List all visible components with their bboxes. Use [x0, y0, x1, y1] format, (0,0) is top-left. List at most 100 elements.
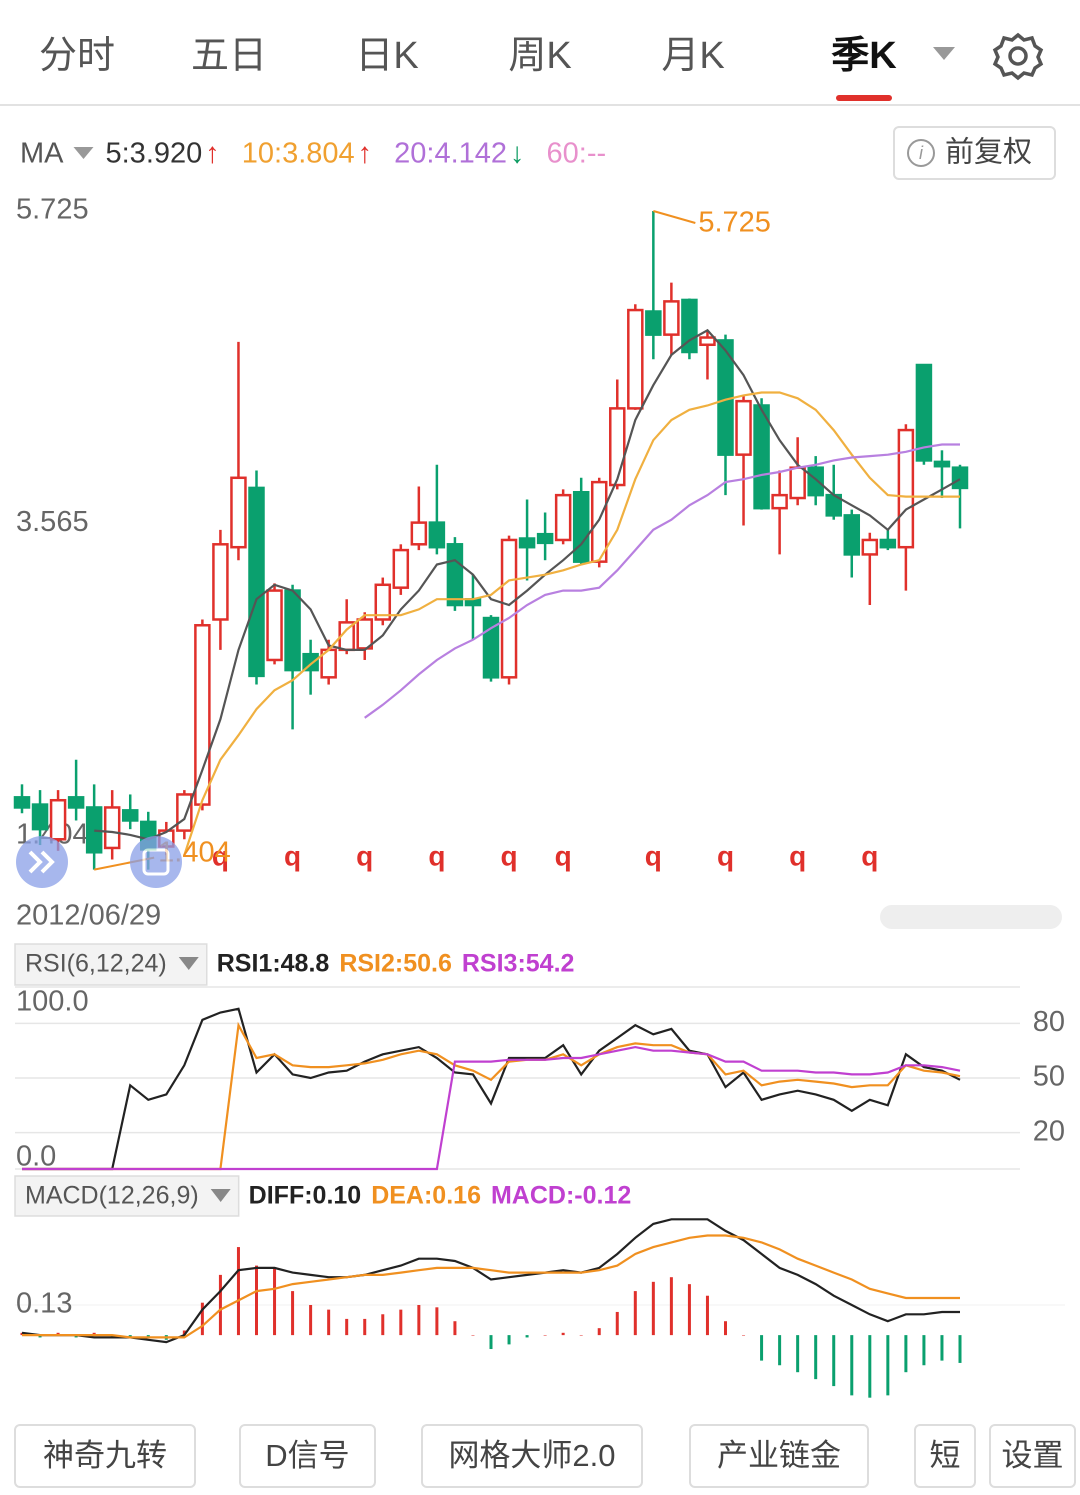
- period-tab[interactable]: 周K: [508, 35, 571, 77]
- legend-entry: DEA:0.16: [371, 1182, 481, 1210]
- settings-gear[interactable]: [992, 32, 1044, 81]
- toolbar-button[interactable]: 设置: [989, 1424, 1076, 1488]
- candle-body: [771, 493, 788, 510]
- legend-entry: RSI3:54.2: [462, 950, 575, 978]
- rsi-line: [22, 1007, 961, 1171]
- macd-bar: [705, 1295, 709, 1336]
- ma-line: [364, 443, 960, 719]
- button-frame: [14, 1424, 196, 1488]
- candle-body: [861, 538, 879, 556]
- blurred-label: [880, 905, 1062, 929]
- candle-body: [951, 466, 969, 490]
- toolbar-button[interactable]: 短: [914, 1424, 976, 1488]
- more-dropdown[interactable]: [933, 47, 955, 60]
- legend-entry: RSI1:48.8: [217, 950, 330, 978]
- macd-bar: [742, 1335, 746, 1336]
- candle-body: [428, 521, 446, 549]
- macd-bar: [778, 1335, 782, 1366]
- toolbar-button[interactable]: 产业链金: [689, 1424, 869, 1488]
- period-tab[interactable]: 季K: [831, 35, 897, 77]
- y-tick-label: 0.0: [16, 1141, 56, 1173]
- y-tick-label: 3.565: [16, 506, 89, 538]
- button-label[interactable]: 短: [930, 1438, 961, 1473]
- toolbar-button[interactable]: D信号: [239, 1424, 376, 1488]
- button-label[interactable]: 网格大师2.0: [448, 1438, 615, 1473]
- macd-bar: [687, 1284, 691, 1336]
- macd-bar: [850, 1335, 854, 1396]
- candle-body: [807, 466, 824, 497]
- ma-line: [94, 328, 961, 841]
- candle-body: [735, 399, 752, 456]
- candle-body: [590, 480, 608, 563]
- button-label[interactable]: 神奇九转: [43, 1438, 167, 1473]
- signal-label: q: [356, 840, 373, 871]
- indicator-title[interactable]: MACD(12,26,9): [25, 1182, 199, 1210]
- macd-bar: [633, 1291, 637, 1336]
- toolbar-button[interactable]: 神奇九转: [14, 1424, 196, 1488]
- indicator-selector[interactable]: [14, 943, 208, 986]
- indicator-selector[interactable]: [14, 1175, 240, 1217]
- macd-bar: [200, 1302, 204, 1336]
- macd-bar: [561, 1332, 565, 1336]
- ma-line: [183, 391, 960, 856]
- candle-body: [103, 806, 121, 850]
- period-tabs: 分时 五日 日K 周K 月K 季K: [39, 35, 897, 101]
- high-annotation: 5.725: [698, 207, 771, 239]
- candle-body: [897, 428, 915, 549]
- macd-bar: [543, 1335, 547, 1336]
- macd-bar: [940, 1335, 944, 1361]
- ma-arrow: ↑: [205, 138, 220, 170]
- macd-bar: [236, 1247, 240, 1336]
- start-date: 2012/06/29: [16, 900, 161, 932]
- candle-body: [374, 583, 392, 621]
- indicator-title[interactable]: RSI(6,12,24): [25, 950, 167, 978]
- macd-line: [22, 1234, 960, 1339]
- bottom-toolbar: 神奇九转 D信号 网格大师2.0 产业链金 短 设置: [14, 1424, 1076, 1488]
- button-label[interactable]: 设置: [1002, 1438, 1064, 1473]
- button-frame: [989, 1424, 1076, 1488]
- ma-arrow: ↑: [358, 138, 373, 170]
- ma-label: MA: [20, 138, 64, 170]
- legend-entry: MACD:-0.12: [491, 1182, 631, 1210]
- y2-tick-label: 50: [1033, 1061, 1065, 1093]
- macd-bar: [92, 1332, 96, 1336]
- button-frame: [689, 1424, 869, 1488]
- ma-dropdown[interactable]: [73, 147, 94, 159]
- candle-body: [31, 803, 49, 831]
- button-label[interactable]: D信号: [265, 1438, 349, 1473]
- adjust-button[interactable]: i 前复权: [893, 126, 1056, 180]
- candle-body: [85, 806, 103, 854]
- candle-body: [536, 532, 554, 545]
- candle-body: [392, 548, 410, 589]
- candle-body: [554, 493, 572, 542]
- macd-bar: [363, 1318, 367, 1336]
- macd-bar: [291, 1291, 295, 1336]
- candle-body: [230, 476, 247, 549]
- candle-body: [482, 616, 500, 679]
- period-tab[interactable]: 月K: [661, 35, 724, 77]
- period-tab[interactable]: 日K: [355, 35, 418, 77]
- candle-body: [879, 538, 897, 549]
- macd-bar: [471, 1335, 475, 1336]
- period-tab[interactable]: 分时: [39, 35, 115, 77]
- candle-body: [266, 589, 283, 662]
- candle-body: [609, 407, 626, 487]
- adjust-label[interactable]: 前复权: [945, 136, 1032, 169]
- active-tab-indicator: [836, 95, 892, 101]
- ma-arrow: ↓: [510, 138, 525, 170]
- macd-bar: [417, 1305, 421, 1336]
- indicator-dropdown[interactable]: [210, 1189, 231, 1202]
- ma-value: 20:4.142: [394, 138, 507, 170]
- macd-bar: [146, 1335, 150, 1338]
- macd-bar: [74, 1335, 78, 1338]
- period-tab[interactable]: 五日: [191, 35, 267, 77]
- candle-body: [410, 521, 428, 546]
- button-label[interactable]: 产业链金: [717, 1438, 841, 1473]
- toolbar-button[interactable]: 网格大师2.0: [421, 1424, 643, 1488]
- rsi-line: [22, 1045, 961, 1171]
- candle-body: [699, 336, 716, 347]
- indicator-dropdown[interactable]: [178, 957, 199, 970]
- macd-bar: [20, 1332, 24, 1336]
- candle-body: [176, 793, 193, 832]
